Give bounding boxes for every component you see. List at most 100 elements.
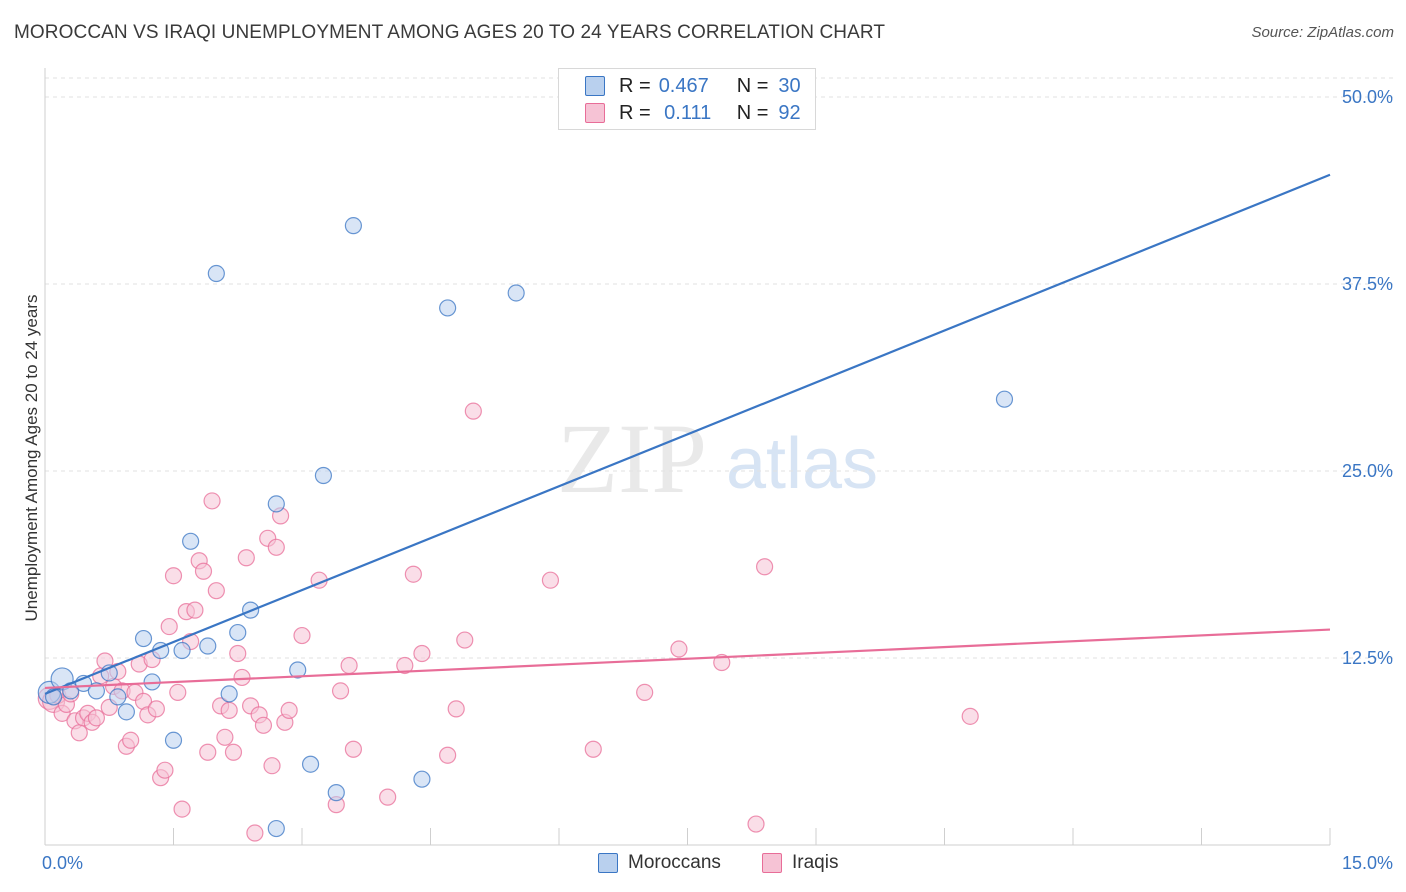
- iraqis-point-43: [224, 743, 243, 761]
- moroccans-point-7: [109, 688, 127, 706]
- r-value-iraqis: 0.111: [664, 101, 712, 124]
- legend-item-moroccans: Moroccans: [598, 852, 721, 874]
- y-tick-label-1: 25.0%: [1342, 461, 1393, 481]
- legend-row-moroccans: R = 0.467 N = 30: [585, 73, 801, 99]
- iraqis-point-38: [203, 492, 221, 510]
- iraqis-point-65: [404, 565, 422, 583]
- iraqis-point-44: [229, 644, 247, 663]
- tick-labels: 12.5% 25.0% 37.5% 50.0% 0.0% 15.0%: [42, 87, 1393, 873]
- iraqis-point-37: [199, 743, 217, 761]
- moroccans-point-28: [439, 299, 457, 317]
- iraqis-point-53: [267, 538, 285, 556]
- iraqis-point-62: [344, 740, 362, 758]
- moroccans-swatch: [585, 76, 605, 96]
- moroccans-point-27: [413, 770, 431, 788]
- iraqis-point-73: [636, 683, 654, 702]
- y-tick-label-0: 12.5%: [1342, 648, 1393, 668]
- moroccans-points: [37, 217, 1014, 838]
- moroccans-point-9: [134, 629, 153, 648]
- moroccans-point-25: [327, 784, 345, 802]
- moroccans-point-18: [229, 623, 247, 642]
- series-legend: Moroccans Iraqis: [0, 852, 1406, 878]
- r-value-moroccans: 0.467: [658, 74, 709, 97]
- moroccans-trend-line: [44, 173, 1331, 695]
- iraqis-point-41: [216, 728, 234, 746]
- iraqis-point-60: [331, 682, 350, 700]
- moroccans-point-21: [267, 495, 285, 513]
- x-tick-label-max: 15.0%: [1342, 853, 1393, 873]
- moroccans-point-13: [173, 641, 191, 660]
- iraqis-point-30: [169, 683, 187, 702]
- moroccans-legend-label: Moroccans: [628, 852, 721, 873]
- watermark-atlas: atlas: [726, 424, 878, 504]
- iraqis-point-7: [70, 724, 88, 742]
- moroccans-point-12: [164, 731, 183, 749]
- r-label: R =: [619, 74, 651, 97]
- moroccans-point-15: [199, 637, 217, 655]
- moroccans-point-30: [995, 390, 1014, 408]
- moroccans-point-5: [87, 682, 106, 700]
- iraqis-trend-line: [44, 628, 1331, 690]
- iraqis-point-19: [122, 731, 140, 749]
- iraqis-legend-label: Iraqis: [792, 852, 839, 873]
- n-value-moroccans: 30: [778, 74, 801, 97]
- iraqis-point-69: [456, 631, 474, 649]
- watermark: ZIP atlas: [557, 403, 878, 514]
- n-value-iraqis: 92: [778, 101, 801, 124]
- y-tick-label-2: 37.5%: [1342, 274, 1393, 294]
- iraqis-point-50: [254, 716, 273, 734]
- legend-row-iraqis: R = 0.111 N = 92: [585, 100, 801, 126]
- iraqis-point-48: [246, 824, 264, 842]
- chart-title: MOROCCAN VS IRAQI UNEMPLOYMENT AMONG AGE…: [14, 22, 886, 43]
- trend-lines: [44, 173, 1331, 695]
- iraqis-point-72: [584, 740, 602, 758]
- source-label: Source: ZipAtlas.com: [1251, 24, 1394, 41]
- watermark-zip: ZIP: [557, 403, 707, 514]
- correlation-legend: R = 0.467 N = 30 R = 0.111 N = 92: [558, 68, 816, 130]
- iraqis-point-63: [379, 788, 397, 806]
- moroccans-point-26: [344, 217, 362, 235]
- legend-item-iraqis: Iraqis: [762, 852, 838, 874]
- iraqis-legend-swatch: [762, 853, 782, 873]
- x-tick-label-min: 0.0%: [42, 853, 83, 873]
- iraqis-point-28: [160, 617, 178, 636]
- moroccans-point-23: [301, 755, 320, 773]
- iraqis-point-45: [233, 668, 251, 687]
- moroccans-point-16: [207, 264, 225, 283]
- moroccans-point-24: [314, 466, 333, 485]
- r-label: R =: [619, 101, 651, 124]
- iraqis-point-70: [464, 402, 482, 420]
- moroccans-point-14: [182, 532, 200, 550]
- y-axis-label: Unemployment Among Ages 20 to 24 years: [22, 294, 41, 622]
- iraqis-point-39: [207, 582, 225, 600]
- moroccans-point-29: [507, 284, 525, 302]
- moroccans-point-17: [220, 685, 238, 703]
- iraqis-point-71: [541, 571, 560, 589]
- iraqis-point-52: [263, 757, 281, 775]
- iraqis-point-67: [439, 746, 457, 764]
- iraqis-point-27: [156, 761, 174, 779]
- iraqis-swatch: [585, 103, 605, 123]
- iraqis-point-31: [173, 800, 191, 818]
- iraqis-point-25: [147, 700, 165, 718]
- iraqis-point-11: [87, 709, 106, 727]
- iraqis-point-66: [413, 644, 431, 663]
- moroccans-point-8: [117, 703, 135, 721]
- iraqis-point-76: [747, 815, 765, 833]
- moroccans-point-22: [289, 661, 307, 679]
- iraqis-point-57: [293, 626, 311, 645]
- n-label: N =: [736, 74, 769, 97]
- iraqis-point-61: [340, 656, 358, 675]
- y-tick-label-3: 50.0%: [1342, 87, 1393, 107]
- moroccans-legend-swatch: [598, 853, 618, 873]
- iraqis-point-64: [396, 656, 414, 675]
- iraqis-point-36: [194, 562, 213, 580]
- iraqis-point-29: [164, 567, 183, 585]
- n-label: N =: [736, 101, 769, 124]
- iraqis-point-56: [280, 701, 298, 719]
- iraqis-point-34: [186, 601, 204, 619]
- iraqis-point-77: [755, 558, 774, 576]
- grid-lines: [45, 77, 1395, 659]
- iraqis-point-68: [447, 700, 465, 718]
